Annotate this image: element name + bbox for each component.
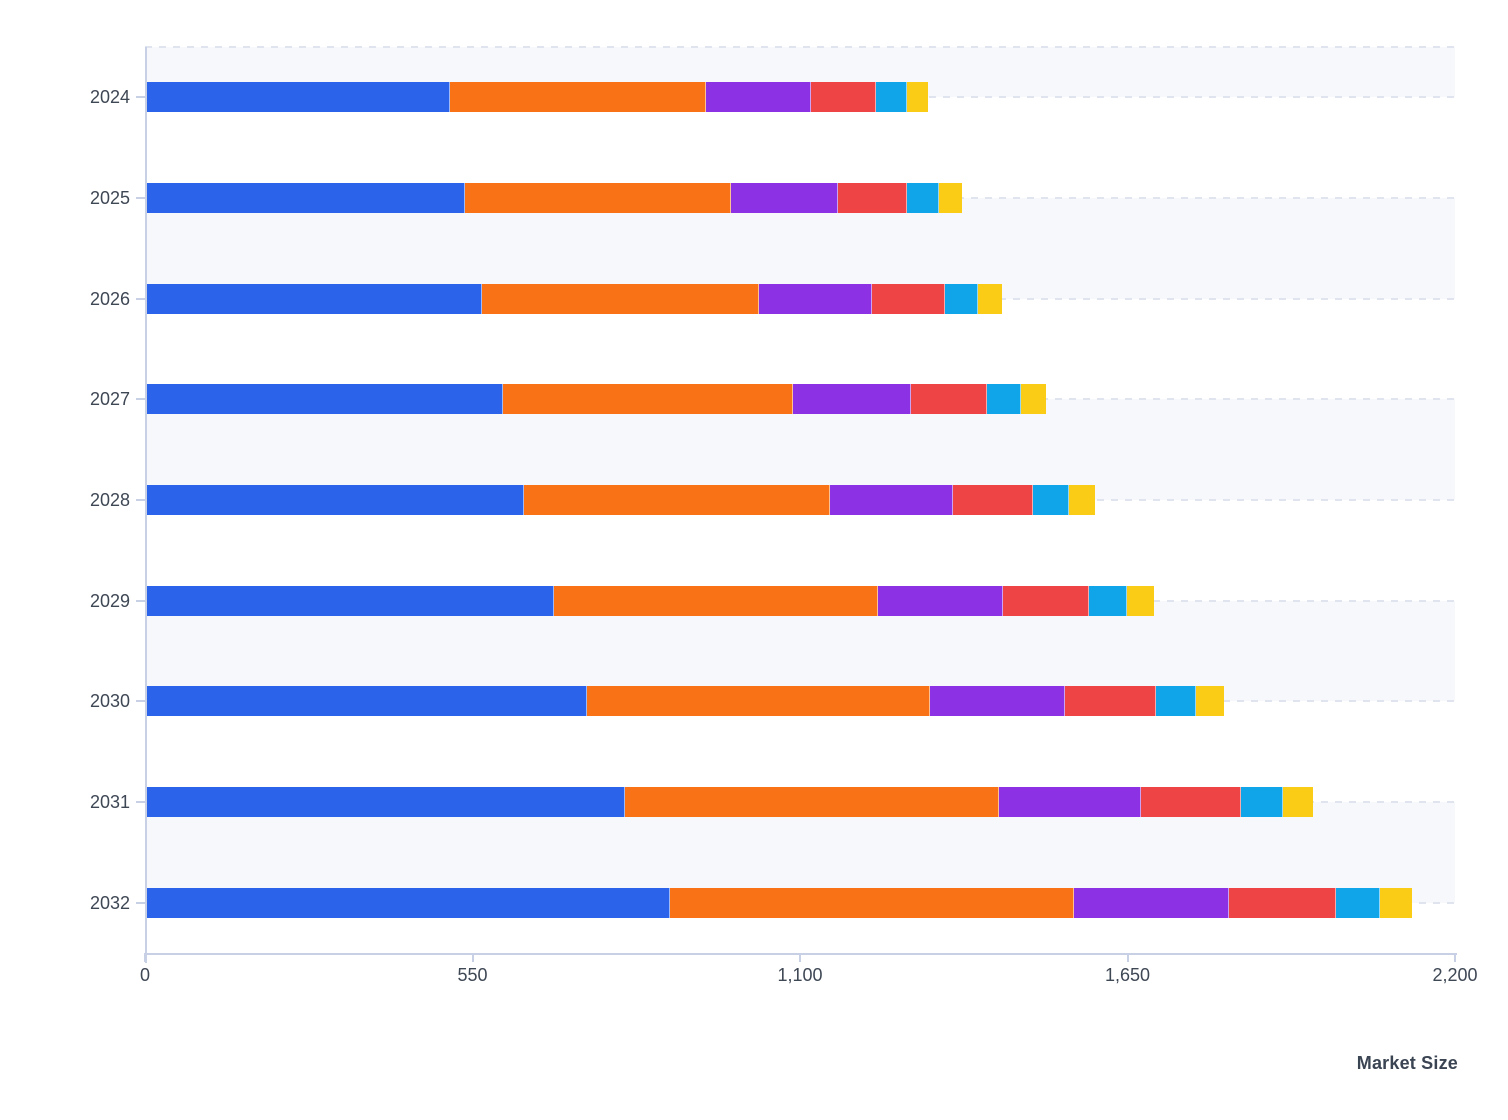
gridline-dashed xyxy=(145,46,1455,48)
bar-row-2025 xyxy=(146,183,962,213)
bar-segment-red[interactable] xyxy=(952,485,1033,515)
x-axis-tick xyxy=(1126,953,1129,962)
bar-row-2032 xyxy=(146,887,1412,918)
bar-segment-purple[interactable] xyxy=(829,485,953,515)
bar-segment-orange[interactable] xyxy=(586,686,930,717)
y-axis-label-2029: 2029 xyxy=(89,590,130,611)
bar-segment-purple[interactable] xyxy=(1073,887,1230,918)
bar-segment-blue[interactable] xyxy=(146,183,465,213)
bar-segment-orange[interactable] xyxy=(482,283,760,314)
bar-segment-blue[interactable] xyxy=(146,887,670,918)
bar-segment-orange[interactable] xyxy=(503,384,794,415)
bar-segment-yellow[interactable] xyxy=(1126,585,1155,616)
bar-segment-purple[interactable] xyxy=(878,585,1004,616)
bar-row-2028 xyxy=(146,485,1096,515)
y-axis-label-2024: 2024 xyxy=(89,87,130,108)
bar-segment-red[interactable] xyxy=(838,183,907,213)
bar-segment-orange[interactable] xyxy=(464,183,731,213)
bar-segment-red[interactable] xyxy=(1229,887,1337,918)
y-axis-label-2025: 2025 xyxy=(89,188,130,208)
bar-segment-yellow[interactable] xyxy=(1068,485,1096,515)
bar-segment-yellow[interactable] xyxy=(978,283,1003,314)
bar-segment-cyan[interactable] xyxy=(906,183,940,213)
bar-segment-cyan[interactable] xyxy=(1088,585,1127,616)
x-axis-tick xyxy=(1454,953,1456,962)
bar-segment-blue[interactable] xyxy=(146,686,587,717)
bar-segment-red[interactable] xyxy=(1065,686,1156,717)
bar-segment-red[interactable] xyxy=(810,82,876,113)
row-band xyxy=(145,802,1455,903)
x-axis-tick xyxy=(144,953,146,962)
y-axis-tick xyxy=(136,801,145,803)
y-axis-tick xyxy=(136,599,145,602)
y-axis-label-2026: 2026 xyxy=(89,288,130,309)
bar-row-2027 xyxy=(146,384,1047,415)
y-axis-tick xyxy=(136,297,145,300)
x-axis-tick-label: 2,200 xyxy=(1432,965,1478,985)
y-axis-tick xyxy=(136,197,145,199)
bar-row-2024 xyxy=(146,82,929,113)
y-axis-label-2028: 2028 xyxy=(89,490,130,510)
bar-row-2031 xyxy=(146,787,1314,817)
bar-segment-orange[interactable] xyxy=(449,82,706,113)
bar-segment-red[interactable] xyxy=(872,283,946,314)
y-axis-tick xyxy=(136,499,145,501)
bar-row-2030 xyxy=(146,686,1225,717)
bar-segment-purple[interactable] xyxy=(705,82,811,113)
bar-segment-purple[interactable] xyxy=(730,183,839,213)
bar-segment-purple[interactable] xyxy=(929,686,1066,717)
bar-segment-cyan[interactable] xyxy=(1155,686,1196,717)
bar-segment-blue[interactable] xyxy=(146,585,554,616)
bar-segment-blue[interactable] xyxy=(146,485,525,515)
bar-segment-yellow[interactable] xyxy=(906,82,929,113)
y-axis-tick xyxy=(136,398,145,401)
x-axis-tick xyxy=(471,953,474,962)
bar-segment-cyan[interactable] xyxy=(1336,887,1381,918)
bar-segment-yellow[interactable] xyxy=(1283,787,1314,817)
row-band xyxy=(145,600,1455,702)
x-axis-tick xyxy=(799,953,801,962)
bar-segment-cyan[interactable] xyxy=(876,82,907,113)
bar-row-2029 xyxy=(146,585,1155,616)
bar-segment-yellow[interactable] xyxy=(939,183,962,213)
row-band xyxy=(145,198,1455,299)
bar-segment-blue[interactable] xyxy=(146,283,483,314)
bar-row-2026 xyxy=(146,283,1003,314)
x-axis-tick-label: 1,650 xyxy=(1104,965,1151,985)
bar-segment-cyan[interactable] xyxy=(1032,485,1069,515)
bar-segment-purple[interactable] xyxy=(793,384,912,415)
bar-segment-orange[interactable] xyxy=(553,585,879,616)
y-axis-label-2027: 2027 xyxy=(89,389,130,410)
y-axis-label-2030: 2030 xyxy=(89,691,130,712)
bar-segment-cyan[interactable] xyxy=(986,384,1022,415)
bar-segment-blue[interactable] xyxy=(146,384,504,415)
bar-segment-red[interactable] xyxy=(911,384,987,415)
bar-segment-cyan[interactable] xyxy=(945,283,979,314)
bar-segment-blue[interactable] xyxy=(146,787,626,817)
bar-segment-orange[interactable] xyxy=(524,485,830,515)
bar-segment-purple[interactable] xyxy=(998,787,1141,817)
bar-segment-blue[interactable] xyxy=(146,82,450,113)
y-axis-tick xyxy=(136,96,145,99)
y-axis-line xyxy=(145,47,147,963)
x-axis-tick-label: 0 xyxy=(139,965,150,985)
bar-segment-purple[interactable] xyxy=(759,283,873,314)
x-axis-title: Market Size xyxy=(1356,1053,1458,1073)
y-axis-tick xyxy=(136,700,145,703)
row-band xyxy=(145,399,1455,500)
y-axis-tick xyxy=(136,901,145,904)
x-axis-tick-label: 1,100 xyxy=(777,965,823,985)
bar-segment-red[interactable] xyxy=(1003,585,1089,616)
bar-segment-cyan[interactable] xyxy=(1241,787,1284,817)
bar-segment-orange[interactable] xyxy=(625,787,999,817)
bar-segment-red[interactable] xyxy=(1140,787,1242,817)
y-axis-label-2032: 2032 xyxy=(89,892,130,913)
x-axis-tick-label: 550 xyxy=(457,965,488,985)
bar-segment-yellow[interactable] xyxy=(1195,686,1225,717)
bar-segment-yellow[interactable] xyxy=(1380,887,1412,918)
y-axis-label-2031: 2031 xyxy=(89,792,130,812)
bar-segment-orange[interactable] xyxy=(670,887,1074,918)
bar-segment-yellow[interactable] xyxy=(1021,384,1047,415)
